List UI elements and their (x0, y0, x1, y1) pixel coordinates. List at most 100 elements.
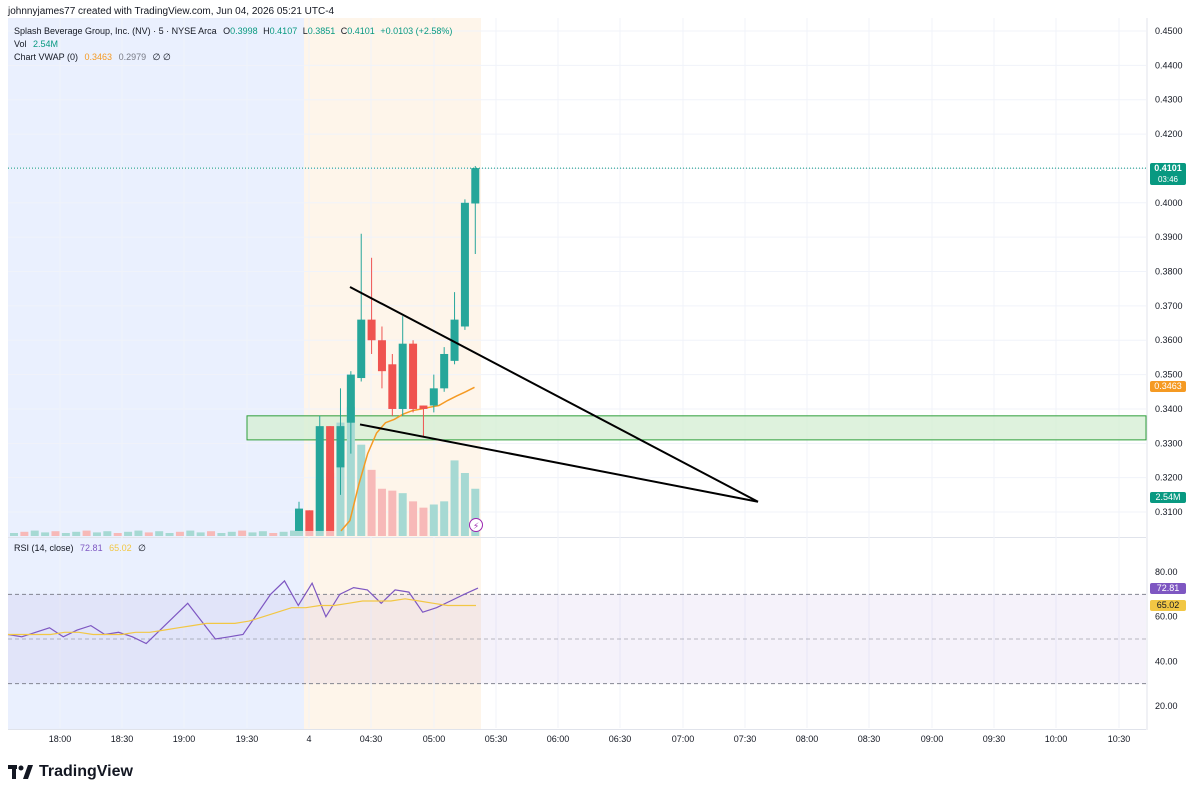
price-tick-label: 0.3400 (1155, 404, 1183, 414)
lightning-icon[interactable]: ⚡ (469, 518, 483, 532)
volume-bar (388, 490, 397, 536)
price-tick-label: 0.3200 (1155, 473, 1183, 483)
candle-body (440, 353, 449, 389)
price-tick-label: 0.3100 (1155, 507, 1183, 517)
trendline-upper (349, 286, 759, 503)
time-tick-label: 05:00 (423, 734, 446, 744)
volume-bar (20, 531, 29, 536)
volume-bar (346, 406, 355, 536)
vwap-label: Chart VWAP (0) (14, 52, 79, 62)
rsi-line (7, 579, 479, 645)
volume-bar (134, 530, 143, 536)
rsi-badge: 72.81 (1150, 583, 1186, 594)
volume-bar (113, 533, 122, 536)
time-tick-label: 07:00 (672, 734, 695, 744)
volume-bar (175, 531, 184, 536)
watermark-text: TradingView (39, 763, 133, 780)
volume-bar (165, 533, 174, 536)
symbol-legend[interactable]: Splash Beverage Group, Inc. (NV) · 5 · N… (14, 26, 452, 36)
candle-body (315, 426, 324, 531)
volume-bar (61, 533, 70, 536)
attribution: johnnyjames77 created with TradingView.c… (8, 6, 335, 17)
volume-bar (124, 531, 133, 536)
time-tick-label: 4 (306, 734, 311, 744)
volume-bar (429, 504, 438, 536)
volume-bar (41, 532, 50, 536)
time-tick-label: 06:30 (609, 734, 632, 744)
candle-body (367, 319, 376, 341)
last-price-value: 0.4101 (1154, 163, 1182, 173)
volume-bar (440, 501, 449, 536)
price-tick-label: 0.4200 (1155, 129, 1183, 139)
candle-body (450, 319, 459, 361)
volume-bar (398, 493, 407, 536)
time-tick-label: 10:00 (1045, 734, 1068, 744)
volume-bar (289, 530, 298, 536)
candle-body (305, 510, 314, 531)
close-label: C (340, 26, 348, 36)
volume-bar (305, 528, 314, 536)
rsi-extra: ∅ (138, 543, 146, 553)
volume-bar (409, 501, 418, 536)
vwap-value-2: 0.2979 (118, 52, 147, 62)
volume-bar (471, 488, 480, 536)
time-tick-label: 18:00 (49, 734, 72, 744)
open-value: 0.3998 (230, 26, 258, 36)
rsi-tick-label: 60.00 (1155, 612, 1178, 622)
volume-bar (460, 473, 469, 536)
support-zone-rect (246, 415, 1147, 441)
volume-bar (258, 531, 267, 536)
candle-body (336, 426, 345, 468)
candle-body (429, 388, 438, 406)
time-tick-label: 19:30 (236, 734, 259, 744)
volume-bar (92, 532, 101, 536)
time-tick-label: 18:30 (111, 734, 134, 744)
volume-bar (269, 533, 278, 536)
volume-bar (227, 531, 236, 536)
time-tick-label: 05:30 (485, 734, 508, 744)
rsi-value: 72.81 (80, 543, 103, 553)
candle-body (471, 168, 480, 204)
price-tick-label: 0.3800 (1155, 267, 1183, 277)
volume-bar (30, 530, 39, 536)
volume-bar (450, 460, 459, 536)
price-tick-label: 0.3600 (1155, 335, 1183, 345)
rsi-ma-badge: 65.02 (1150, 600, 1186, 611)
volume-bar (144, 532, 153, 536)
price-tick-label: 0.3500 (1155, 370, 1183, 380)
time-tick-label: 10:30 (1108, 734, 1131, 744)
volume-value: 2.54M (33, 39, 59, 49)
rsi-ma-line (8, 598, 476, 636)
time-tick-label: 09:00 (921, 734, 944, 744)
volume-bar (377, 488, 386, 536)
high-label: H (263, 26, 270, 36)
rsi-ma-value: 65.02 (109, 543, 132, 553)
volume-legend[interactable]: Vol 2.54M (14, 39, 58, 49)
time-tick-label: 07:30 (734, 734, 757, 744)
volume-label: Vol (14, 39, 27, 49)
overnight-session-bg (8, 18, 304, 730)
vwap-value: 0.3463 (84, 52, 113, 62)
tradingview-watermark[interactable]: TradingView (8, 763, 133, 781)
rsi-tick-label: 20.00 (1155, 701, 1178, 711)
symbol-name[interactable]: Splash Beverage Group, Inc. (NV) · 5 · N… (14, 26, 217, 36)
rsi-label: RSI (14, close) (14, 543, 74, 553)
price-tick-label: 0.4500 (1155, 26, 1183, 36)
volume-bar (155, 531, 164, 536)
price-tick-label: 0.4300 (1155, 95, 1183, 105)
candle-body (388, 364, 397, 409)
volume-bar (419, 507, 428, 536)
volume-badge: 2.54M (1150, 492, 1186, 503)
volume-bar (238, 530, 247, 536)
time-tick-label: 04:30 (360, 734, 383, 744)
volume-bar (196, 532, 205, 536)
price-tick-label: 0.3900 (1155, 232, 1183, 242)
rsi-legend[interactable]: RSI (14, close) 72.81 65.02 ∅ (14, 543, 146, 554)
time-tick-label: 08:30 (858, 734, 881, 744)
rsi-tick-label: 80.00 (1155, 567, 1178, 577)
vwap-legend[interactable]: Chart VWAP (0) 0.3463 0.2979 ∅ ∅ (14, 52, 171, 63)
vwap-line (340, 386, 475, 532)
volume-bar (72, 531, 81, 536)
volume-bar (82, 530, 91, 536)
